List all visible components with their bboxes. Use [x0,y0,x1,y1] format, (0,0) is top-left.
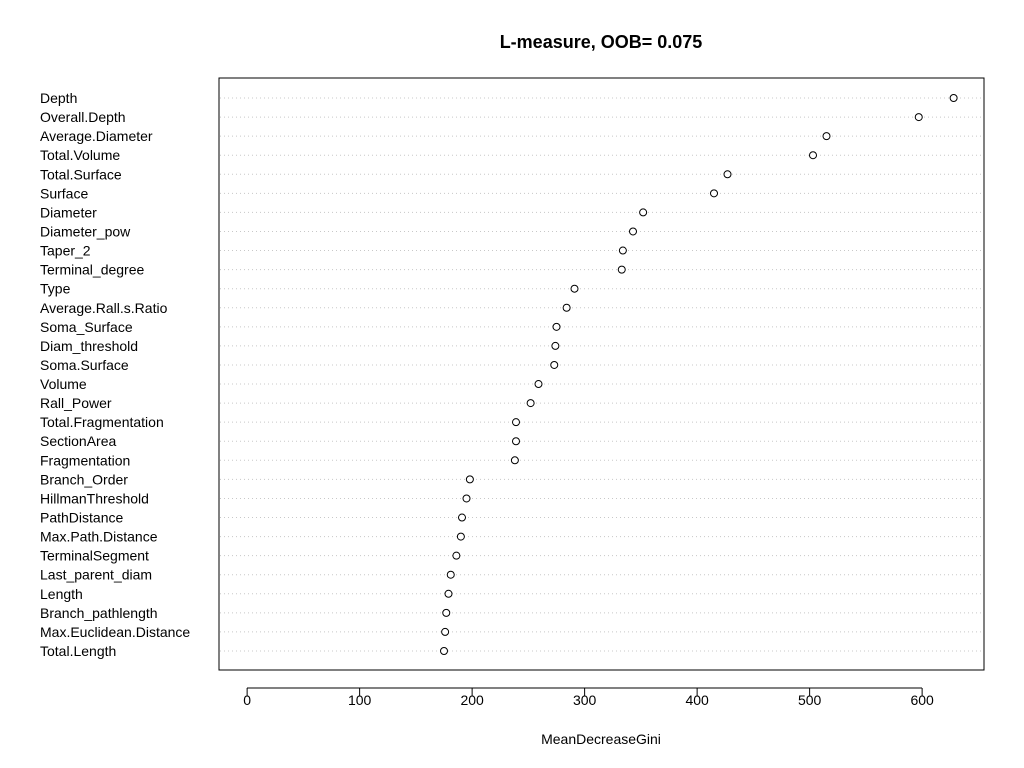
data-point [914,113,923,122]
category-label: Soma_Surface [40,319,133,335]
grid-layer [220,97,983,652]
data-point [456,532,465,541]
category-label: SectionArea [40,433,116,449]
data-point [723,170,732,179]
category-label: Branch_pathlength [40,605,158,621]
x-tick-label: 400 [685,692,709,708]
data-point [440,647,448,655]
data-point [446,570,455,579]
data-point [710,189,718,198]
data-point [462,494,471,503]
category-label: Length [40,586,83,602]
category-label: Fragmentation [40,452,130,468]
category-label: Volume [40,376,87,392]
chart-title: L-measure, OOB= 0.075 [500,32,703,52]
data-point [949,94,958,102]
category-label: Surface [40,185,88,201]
category-label: Last_parent_diam [40,567,152,583]
data-point [562,303,571,312]
data-point [442,608,451,617]
x-axis-label: MeanDecreaseGini [541,731,661,747]
category-label: Terminal_degree [40,262,144,278]
category-label: Type [40,281,71,297]
category-label: PathDistance [40,510,123,526]
category-label: Average.Rall.s.Ratio [40,300,168,316]
category-label: Total.Length [40,643,116,659]
category-label: Diameter [40,204,97,220]
category-label: HillmanThreshold [40,490,149,506]
x-tick-label: 300 [573,692,597,708]
x-tick-label: 0 [243,692,251,708]
category-label: Diam_threshold [40,338,138,354]
data-point [512,437,520,446]
data-point [458,513,466,522]
data-point [809,151,817,160]
data-point [441,627,450,636]
data-point [570,284,579,293]
category-label: Average.Diameter [40,128,153,144]
data-point [526,399,535,408]
data-point [618,246,627,255]
x-tick-label: 600 [910,692,934,708]
category-label: Diameter_pow [40,223,131,239]
category-label: Rall_Power [40,395,112,411]
category-label: Depth [40,90,77,106]
data-point [444,589,453,598]
category-label: Branch_Order [40,471,128,487]
data-point [617,265,626,274]
data-point [534,380,543,389]
data-point [639,208,648,217]
data-point [465,475,474,484]
data-point [510,456,519,465]
category-label: Total.Surface [40,166,122,182]
x-tick-label: 500 [798,692,822,708]
category-label: Taper_2 [40,243,91,259]
plot-area-border [218,77,985,671]
category-label: Max.Euclidean.Distance [40,624,190,640]
category-label: Max.Path.Distance [40,529,158,545]
data-point [550,360,559,369]
category-label: Total.Volume [40,147,120,163]
data-point [512,418,520,427]
data-point [452,551,461,560]
data-point [629,227,637,236]
x-axis: 0 100 200 300 400 500 600 [243,687,934,708]
category-label: TerminalSegment [40,548,149,564]
x-tick-label: 200 [460,692,484,708]
x-tick-label: 100 [348,692,372,708]
category-label: Total.Fragmentation [40,414,164,430]
category-label-layer: Depth Overall.Depth Average.Diameter Total.… [40,90,190,659]
data-point [822,132,831,141]
data-point [551,341,560,350]
data-point [552,322,561,331]
category-label: Overall.Depth [40,109,126,125]
point-layer [440,94,958,655]
category-label: Soma.Surface [40,357,129,373]
